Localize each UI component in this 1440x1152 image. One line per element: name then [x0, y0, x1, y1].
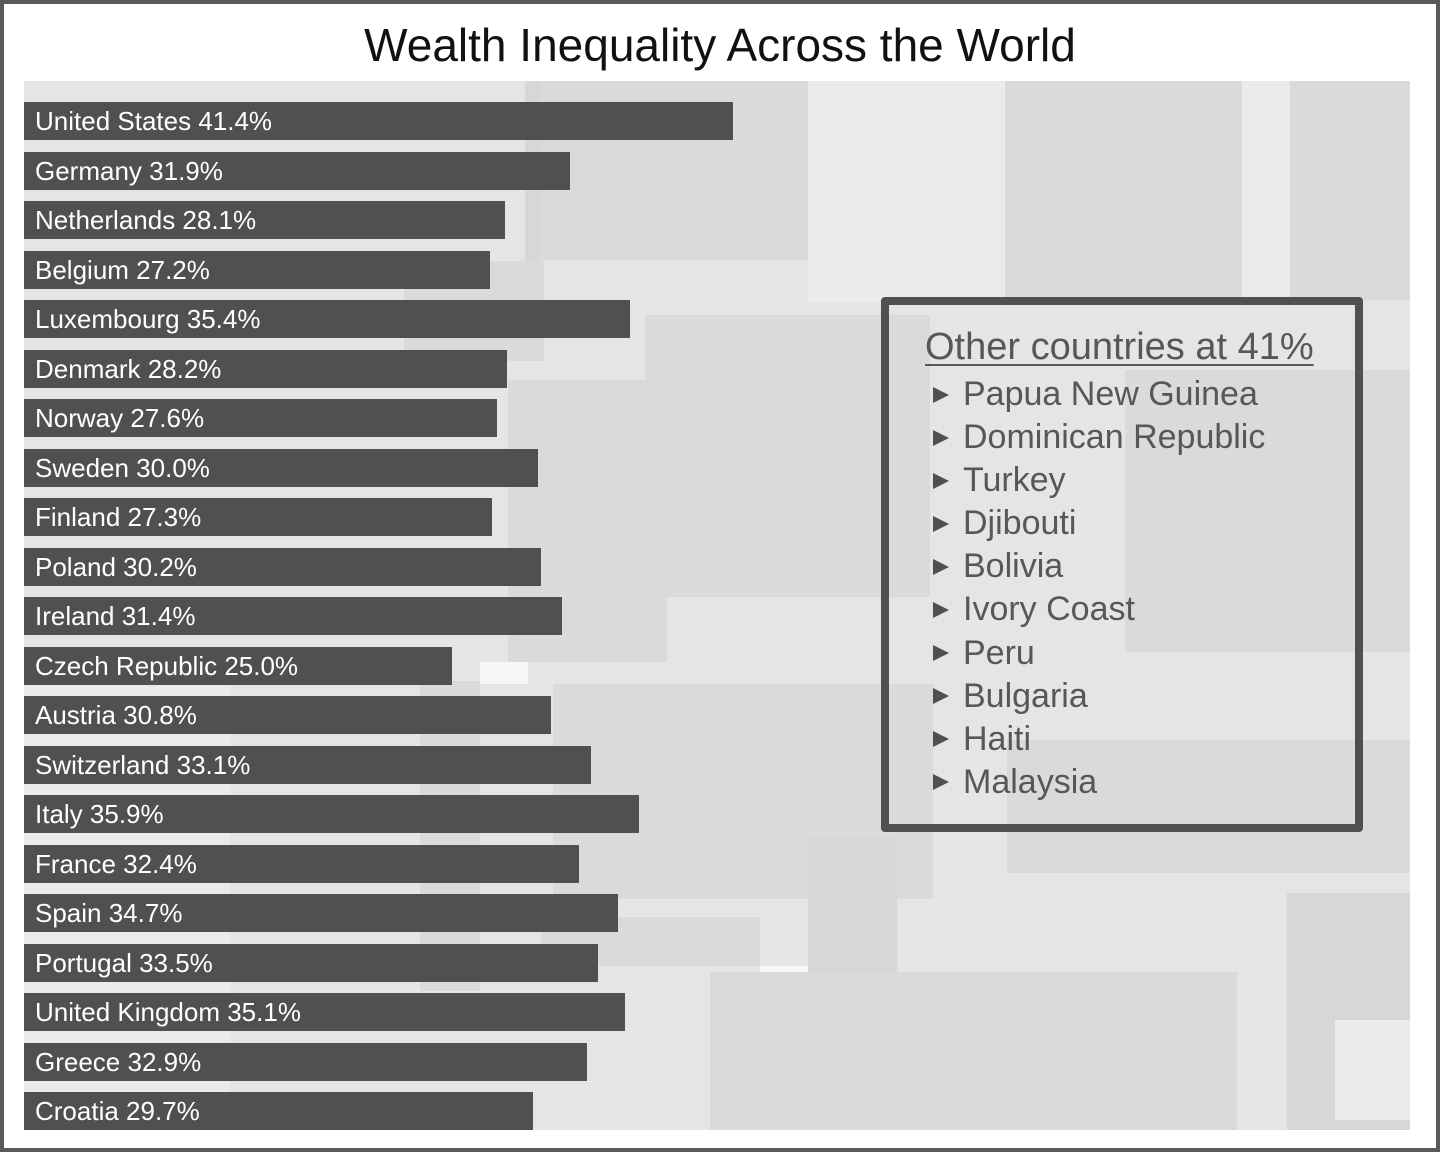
bar-finland: Finland 27.3% — [24, 498, 492, 536]
other-country-name: Djibouti — [963, 504, 1077, 543]
bar-label: Finland 27.3% — [35, 502, 202, 532]
chart-title: Wealth Inequality Across the World — [364, 19, 1076, 71]
other-country-item: Haiti — [933, 718, 1265, 761]
background-block — [1005, 81, 1410, 300]
triangle-bullet-icon — [933, 472, 949, 489]
bar-belgium: Belgium 27.2% — [24, 250, 490, 289]
background-block — [480, 662, 528, 684]
bar-label: United Kingdom 35.1% — [35, 997, 301, 1027]
bar-italy: Italy 35.9% — [24, 795, 639, 833]
bar-series: United States 41.4% Germany 31.9% Netherla… — [24, 102, 1410, 1132]
bar-label: Croatia 29.7% — [35, 1096, 200, 1126]
bar-label: Austria 30.8% — [35, 700, 197, 730]
triangle-bullet-icon — [933, 515, 949, 532]
other-country-item: Papua New Guinea — [933, 373, 1265, 416]
bar-portugal: Portugal 33.5% — [24, 943, 598, 982]
bar-label: Germany 31.9% — [35, 155, 223, 186]
bar-label: Ireland 31.4% — [35, 601, 196, 631]
bar-spain: Spain 34.7% — [24, 894, 619, 932]
background-block — [710, 972, 1237, 1130]
background-block — [1242, 81, 1290, 300]
bar-greece: Greece 32.9% — [24, 1042, 588, 1081]
other-countries-box: Other countries at 41% Papua New Guinea … — [881, 297, 1363, 832]
bar-croatia: Croatia 29.7% — [24, 1092, 533, 1130]
triangle-bullet-icon — [933, 386, 949, 403]
bar-label: Poland 30.2% — [35, 551, 197, 582]
other-country-item: Turkey — [933, 459, 1265, 502]
other-country-name: Papua New Guinea — [963, 375, 1258, 413]
other-country-name: Dominican Republic — [963, 418, 1266, 457]
bar-netherlands: Netherlands 28.1% — [24, 201, 506, 239]
other-countries-title: Other countries at 41% — [925, 326, 1314, 368]
background-block — [1007, 740, 1410, 873]
triangle-bullet-icon — [933, 645, 949, 662]
bar-united-states: United States 41.4% — [24, 102, 734, 140]
bar-label: Italy 35.9% — [35, 799, 164, 829]
bar-switzerland: Switzerland 33.1% — [24, 745, 591, 784]
bar-austria: Austria 30.8% — [24, 696, 552, 734]
other-country-item: Dominican Republic — [933, 416, 1265, 459]
triangle-bullet-icon — [933, 688, 949, 705]
bar-ireland: Ireland 31.4% — [24, 597, 562, 635]
other-country-item: Malaysia — [933, 761, 1265, 804]
bar-label: Belgium 27.2% — [35, 254, 210, 285]
other-countries-list: Papua New Guinea Dominican Republic Turk… — [933, 373, 1265, 804]
bar-label: Netherlands 28.1% — [35, 205, 257, 235]
bar-czech-republic: Czech Republic 25.0% — [24, 646, 453, 685]
bar-norway: Norway 27.6% — [24, 399, 497, 437]
background-block — [808, 81, 1005, 302]
other-country-name: Malaysia — [963, 762, 1098, 801]
bar-label: Norway 27.6% — [35, 403, 205, 433]
other-country-item: Peru — [933, 632, 1265, 675]
triangle-bullet-icon — [933, 429, 949, 446]
other-country-name: Bolivia — [963, 547, 1064, 586]
bar-germany: Germany 31.9% — [24, 151, 571, 190]
triangle-bullet-icon — [933, 558, 949, 575]
other-country-item: Ivory Coast — [933, 588, 1265, 631]
triangle-bullet-icon — [933, 774, 949, 791]
bar-label: Greece 32.9% — [35, 1046, 202, 1077]
bar-united-kingdom: United Kingdom 35.1% — [24, 993, 626, 1031]
chart-background — [24, 81, 1410, 1130]
other-country-name: Turkey — [963, 461, 1066, 500]
bar-label: France 32.4% — [35, 848, 197, 879]
other-country-item: Bolivia — [933, 545, 1265, 588]
other-country-item: Bulgaria — [933, 675, 1265, 718]
bar-sweden: Sweden 30.0% — [24, 448, 538, 487]
other-country-name: Ivory Coast — [963, 590, 1135, 629]
bar-label: Sweden 30.0% — [35, 452, 210, 483]
bar-label: United States 41.4% — [35, 106, 273, 136]
other-country-name: Bulgaria — [963, 676, 1088, 715]
other-country-name: Haiti — [963, 719, 1032, 758]
bar-label: Spain 34.7% — [35, 898, 183, 928]
bar-label: Denmark 28.2% — [35, 353, 222, 384]
bar-label: Switzerland 33.1% — [35, 749, 251, 780]
bar-label: Luxembourg 35.4% — [35, 304, 261, 334]
triangle-bullet-icon — [933, 731, 949, 748]
bar-label: Portugal 33.5% — [35, 947, 213, 978]
bar-poland: Poland 30.2% — [24, 547, 542, 586]
other-country-name: Peru — [963, 633, 1035, 672]
background-block — [1335, 1020, 1410, 1120]
bar-france: France 32.4% — [24, 844, 579, 883]
triangle-bullet-icon — [933, 602, 949, 619]
bar-denmark: Denmark 28.2% — [24, 349, 507, 388]
other-country-item: Djibouti — [933, 502, 1265, 545]
bar-label: Czech Republic 25.0% — [35, 650, 299, 681]
background-block — [760, 966, 808, 972]
bar-luxembourg: Luxembourg 35.4% — [24, 300, 631, 338]
